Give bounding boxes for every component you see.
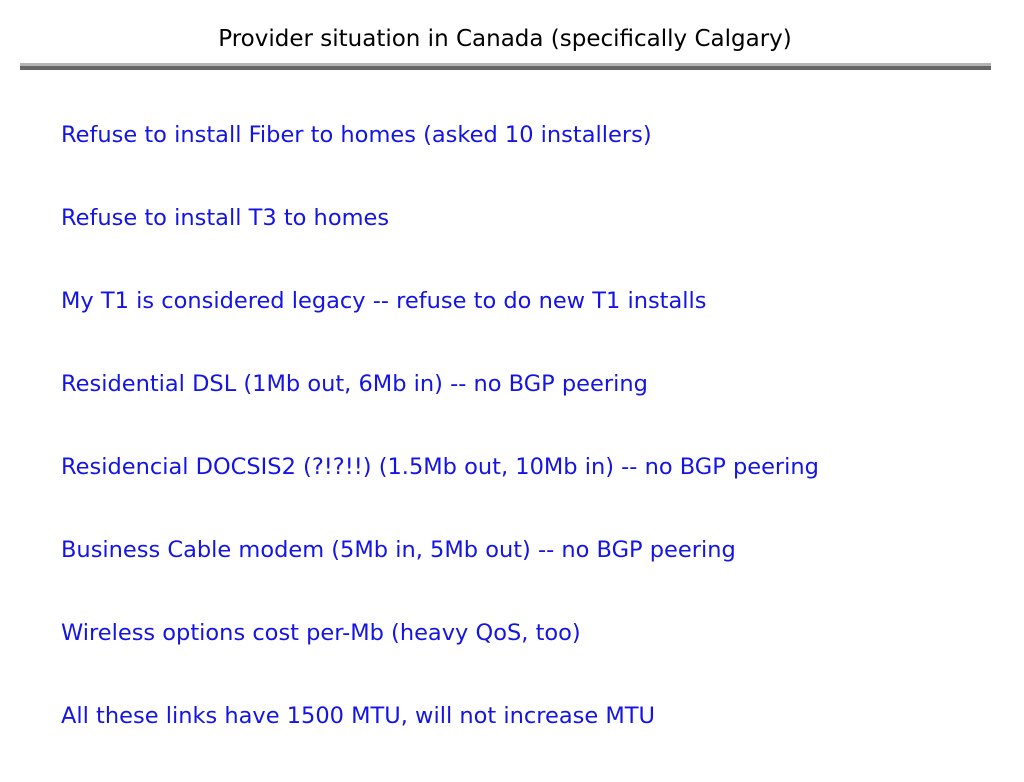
list-item: Residential DSL (1Mb out, 6Mb in) -- no …	[61, 371, 648, 397]
list-item: Refuse to install Fiber to homes (asked …	[61, 122, 652, 148]
bullet-list: Refuse to install Fiber to homes (asked …	[61, 118, 819, 782]
list-item: Residencial DOCSIS2 (?!?!!) (1.5Mb out, …	[61, 454, 819, 480]
title-divider	[20, 63, 991, 70]
list-item: Wireless options cost per-Mb (heavy QoS,…	[61, 620, 581, 646]
slide-title: Provider situation in Canada (specifical…	[218, 26, 792, 52]
list-item: Refuse to install T3 to homes	[61, 205, 390, 231]
list-item: Business Cable modem (5Mb in, 5Mb out) -…	[61, 537, 736, 563]
list-item: All these links have 1500 MTU, will not …	[61, 703, 655, 729]
list-item: My T1 is considered legacy -- refuse to …	[61, 288, 707, 314]
